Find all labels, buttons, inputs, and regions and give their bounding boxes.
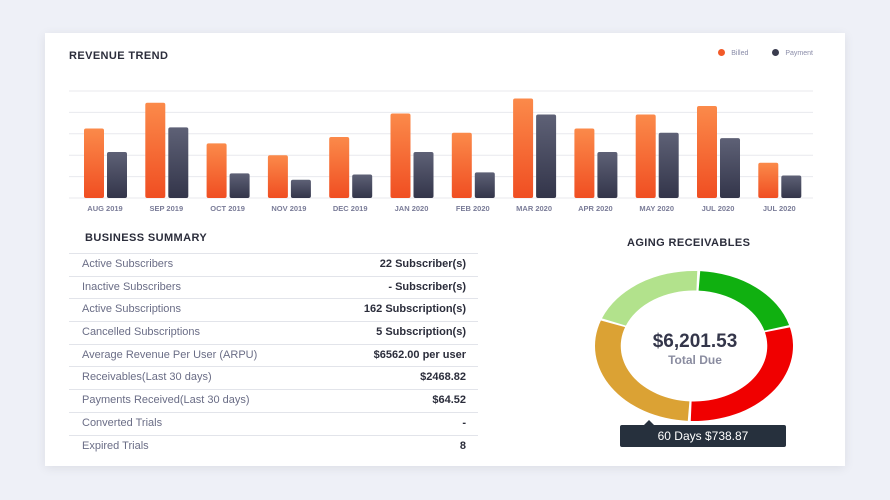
billed-bar[interactable]	[206, 143, 227, 198]
x-tick-label: JUL 2020	[763, 204, 796, 213]
row-value: 5 Subscription(s)	[376, 326, 466, 339]
row-label: Cancelled Subscriptions	[82, 326, 201, 339]
total-due-amount: $6,201.53	[652, 331, 738, 352]
x-tick-label: APR 2020	[578, 204, 613, 213]
segment-tooltip: 60 Days $738.87	[620, 420, 786, 447]
summary-row: Cancelled Subscriptions 5 Subscription(s)	[69, 321, 478, 344]
row-label: Inactive Subscribers	[82, 280, 182, 293]
summary-row: Expired Trials 8	[69, 434, 478, 458]
billed-dot-icon	[718, 49, 726, 56]
business-summary-title: BUSINESS SUMMARY	[85, 232, 208, 244]
billed-bar[interactable]	[145, 102, 166, 198]
donut-segment[interactable]	[601, 271, 698, 326]
row-value: $2468.82	[420, 371, 466, 384]
revenue-bar-chart: AUG 2019 SEP 2019 OCT 2019 NOV 2019 DEC 2019…	[69, 90, 813, 213]
billed-bar[interactable]	[84, 128, 104, 198]
row-value: $6562.00 per user	[373, 348, 466, 361]
billed-bar[interactable]	[574, 128, 595, 198]
payment-bar[interactable]	[658, 132, 679, 198]
row-value: 162 Subscription(s)	[363, 303, 466, 316]
billed-bar[interactable]	[329, 137, 350, 198]
summary-row: Payments Received(Last 30 days) $64.52	[69, 389, 478, 412]
summary-row: Average Revenue Per User (ARPU) $6562.00 …	[69, 343, 478, 367]
payment-bar[interactable]	[536, 114, 557, 198]
x-tick-label: SEP 2019	[149, 204, 183, 213]
payment-bar[interactable]	[107, 151, 127, 198]
x-tick-label: JUL 2020	[702, 204, 735, 213]
row-label: Converted Trials	[82, 416, 163, 429]
row-value: -	[462, 416, 466, 429]
summary-row: Receivables(Last 30 days) $2468.82	[69, 366, 478, 389]
x-tick-label: JAN 2020	[395, 204, 429, 213]
payment-bar[interactable]	[474, 172, 495, 198]
row-label: Active Subscribers	[82, 258, 174, 270]
chart-legend: Billed Payment	[718, 49, 813, 57]
legend-label: Payment	[785, 50, 813, 57]
summary-row: Active Subscribers 22 Subscriber(s)	[69, 253, 478, 276]
payment-bar[interactable]	[413, 151, 434, 198]
legend-billed[interactable]: Billed	[718, 49, 748, 57]
donut-center: $6,201.53 Total Due	[595, 331, 795, 367]
row-value: 22 Subscriber(s)	[379, 258, 466, 270]
payment-dot-icon	[772, 49, 780, 56]
x-tick-label: OCT 2019	[210, 204, 245, 213]
x-tick-label: AUG 2019	[87, 204, 122, 213]
row-label: Receivables(Last 30 days)	[82, 371, 212, 384]
donut-segment[interactable]	[698, 271, 790, 331]
row-label: Payments Received(Last 30 days)	[82, 394, 250, 407]
summary-row: Converted Trials -	[69, 411, 478, 435]
x-tick-label: FEB 2020	[456, 204, 490, 213]
row-label: Expired Trials	[82, 439, 149, 452]
billed-bar[interactable]	[390, 113, 411, 198]
payment-bar[interactable]	[290, 179, 311, 198]
donut-segment[interactable]	[595, 320, 690, 421]
x-tick-label: MAR 2020	[516, 204, 552, 213]
billed-bar[interactable]	[697, 105, 717, 198]
summary-row: Inactive Subscribers - Subscriber(s)	[69, 275, 478, 299]
billed-bar[interactable]	[513, 98, 534, 198]
aging-receivables-title: AGING RECEIVABLES	[627, 237, 751, 249]
payment-bar[interactable]	[229, 173, 250, 198]
billed-bar[interactable]	[758, 162, 779, 198]
row-value: - Subscriber(s)	[388, 280, 466, 293]
total-due-label: Total Due	[668, 353, 722, 367]
payment-bar[interactable]	[720, 138, 740, 198]
row-label: Average Revenue Per User (ARPU)	[82, 348, 258, 361]
billed-bar[interactable]	[451, 132, 472, 198]
billed-bar[interactable]	[267, 155, 288, 198]
payment-bar[interactable]	[168, 127, 189, 198]
donut-segment[interactable]	[690, 327, 793, 421]
row-value: $64.52	[432, 394, 466, 407]
row-value: 8	[459, 439, 466, 452]
x-tick-label: DEC 2019	[333, 204, 368, 213]
x-tick-label: NOV 2019	[271, 204, 306, 213]
payment-bar[interactable]	[597, 151, 618, 198]
row-label: Active Subscriptions	[82, 303, 182, 316]
payment-bar[interactable]	[352, 174, 373, 198]
revenue-trend-title: REVENUE TREND	[69, 50, 169, 62]
dashboard-card: REVENUE TREND Billed Payment AUG 2019 SEP…	[45, 33, 845, 466]
payment-bar[interactable]	[781, 175, 802, 198]
x-tick-label: MAY 2020	[639, 204, 674, 213]
summary-row: Active Subscriptions 162 Subscription(s)	[69, 298, 478, 321]
billed-bar[interactable]	[635, 114, 656, 198]
legend-label: Billed	[731, 50, 749, 57]
legend-payment[interactable]: Payment	[772, 49, 813, 57]
business-summary-table: Active Subscribers 22 Subscriber(s) Inacti…	[69, 253, 478, 457]
aging-donut-chart	[595, 271, 793, 421]
